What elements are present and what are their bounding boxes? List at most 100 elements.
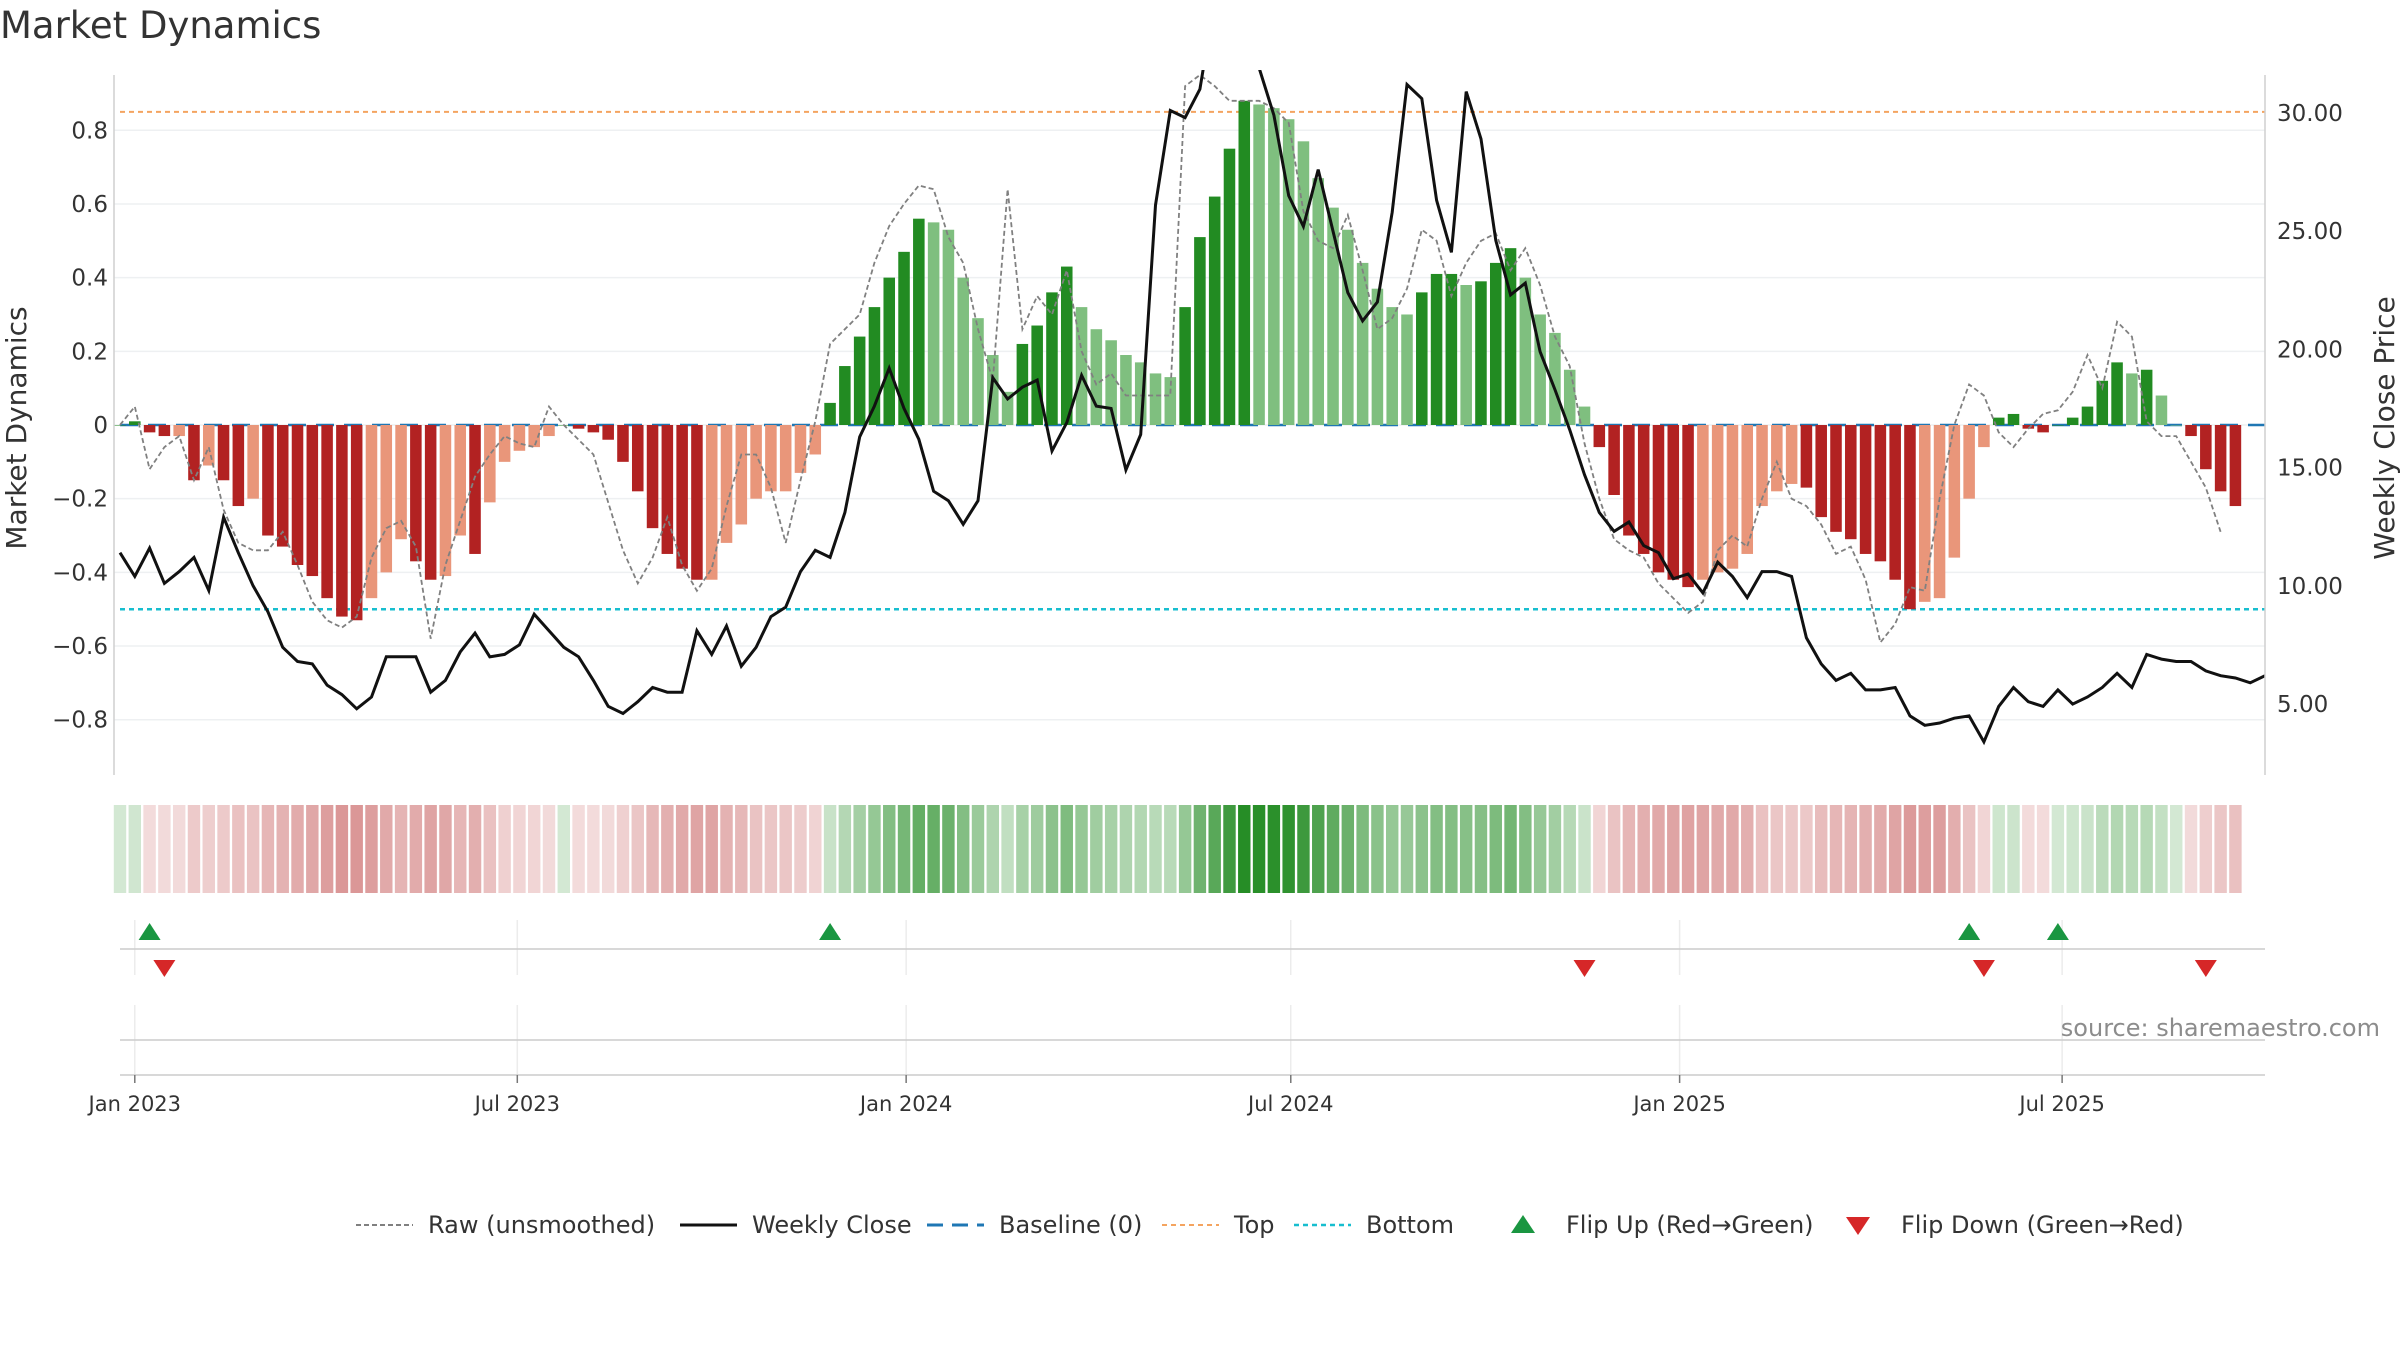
dynamics-bar [291,425,304,565]
heat-cell [853,805,866,893]
legend-label: Weekly Close [752,1211,912,1239]
dynamics-bar [1312,178,1325,425]
dynamics-bar [1401,314,1413,425]
dynamics-bar [1031,325,1043,425]
heat-cell [587,805,600,893]
heat-cell [1223,805,1236,893]
legend-label: Top [1233,1211,1275,1239]
legend-label: Flip Up (Red→Green) [1566,1211,1814,1239]
heat-cell [1445,805,1458,893]
dynamics-bar [1489,262,1502,425]
dynamics-bar [217,425,230,481]
legend-label: Flip Down (Green→Red) [1901,1211,2184,1239]
heat-cell [1267,805,1281,893]
heat-cell [809,805,822,893]
heat-cell [1578,805,1591,893]
dynamics-bar [1830,425,1842,532]
dynamics-bar [2214,425,2227,492]
heat-cell [1622,805,1636,893]
heat-cell [143,805,156,893]
heat-cell [2199,805,2213,893]
heat-cell [956,805,970,893]
dynamics-bar [1800,425,1813,488]
heat-cell [365,805,378,893]
flip-up-marker [819,923,842,940]
heat-cell [483,805,497,893]
heat-cell [498,805,511,893]
heat-cell [1726,805,1739,893]
dynamics-bar [883,277,896,425]
dynamics-bar [1090,329,1103,425]
dynamics-bar [1904,425,1916,610]
heat-cell [2214,805,2227,893]
heat-cell [735,805,748,893]
dynamics-bar [2155,395,2168,425]
dynamics-bar [913,218,925,425]
heat-cell [1593,805,1606,893]
dynamics-bar [1060,266,1073,425]
y-tick-label: 0.8 [71,118,108,144]
dynamics-bar [853,336,866,425]
dynamics-bar [1297,141,1310,425]
dynamics-bar [262,425,274,536]
dynamics-bar [1075,307,1088,425]
heat-cell [794,805,807,893]
heat-cell [2110,805,2124,893]
dynamics-bar [2022,425,2035,429]
dynamics-bar [1756,425,1768,507]
dynamics-bar [972,318,984,425]
legend-swatch-flip-up [1511,1215,1535,1233]
flip-up-marker [1958,923,1981,940]
dynamics-bar [617,425,629,462]
y-tick-label: 0.2 [71,339,108,365]
dynamics-bar [602,425,614,440]
heat-cell [217,805,230,893]
dynamics-bar [898,251,910,425]
dynamics-bar [276,425,289,547]
dynamics-bar [2052,425,2064,426]
heat-cell [1075,805,1088,893]
dynamics-bar [1711,425,1724,573]
heat-cell [1459,805,1473,893]
dynamics-bar [809,425,822,455]
dynamics-bar [1992,417,2005,425]
flip-up-marker [2046,923,2069,940]
dynamics-bar [1933,425,1946,599]
legend-item: Baseline (0) [927,1211,1142,1239]
heat-cell [1829,805,1843,893]
dynamics-bar [1889,425,1901,580]
heat-cell [897,805,911,893]
legend-label: Baseline (0) [999,1211,1142,1239]
heat-cell [2007,805,2020,893]
dynamics-bar [779,425,792,492]
legend-item: Top [1162,1211,1275,1239]
grid-layer [114,129,2265,1076]
heat-cell [883,805,896,893]
heat-cell [232,805,245,893]
legend: Raw (unsmoothed) Weekly Close Baseline (0)… [356,1211,2184,1239]
dynamics-bar [1682,425,1694,588]
legend-item: Flip Down (Green→Red) [1846,1211,2184,1239]
dynamics-bar [1726,425,1739,569]
heat-cell [1371,805,1384,893]
dynamics-bar [1149,373,1162,425]
raw-series-line [119,73,2222,645]
dynamics-bar [1697,425,1709,580]
heat-cell [1667,805,1680,893]
heat-cell [1755,805,1769,893]
dynamics-bar [957,277,969,425]
dynamics-bar [350,425,363,621]
dynamics-bar [720,425,733,543]
heat-cell [1681,805,1695,893]
dynamics-bar [646,425,659,529]
heat-cell [1711,805,1724,893]
heat-cell [2140,805,2153,893]
reference-lines [120,110,2265,611]
dynamics-bar [1223,148,1236,425]
y-axis-title: Market Dynamics [0,306,33,549]
heat-cell [1770,805,1784,893]
dynamics-bar [1637,425,1650,554]
heat-cell [1030,805,1044,893]
x-tick-label: Jul 2024 [1246,1092,1333,1116]
dynamics-bar [1859,425,1872,554]
